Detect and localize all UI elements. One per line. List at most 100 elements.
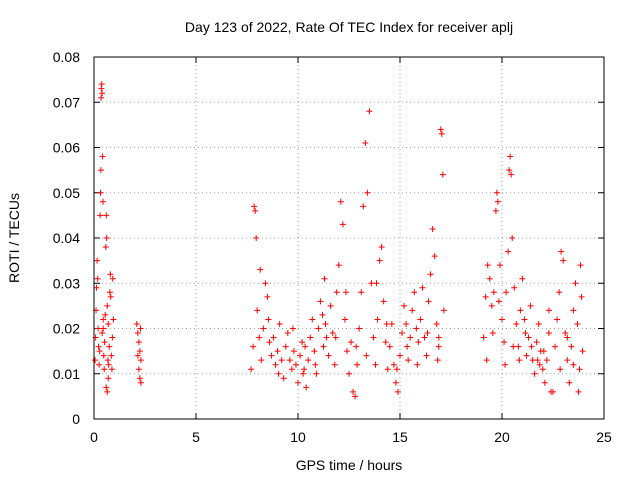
data-point [99, 90, 106, 97]
data-point [106, 289, 113, 296]
data-point [376, 257, 383, 264]
data-point [303, 384, 310, 391]
data-point [137, 379, 144, 386]
data-point [100, 316, 107, 323]
data-point [104, 388, 111, 395]
data-point [325, 352, 332, 359]
data-point [401, 302, 408, 309]
data-point [103, 235, 110, 241]
data-point [348, 339, 355, 346]
data-point [97, 167, 104, 174]
data-point [378, 244, 385, 251]
data-point [372, 361, 379, 368]
data-point [370, 334, 377, 341]
data-point [550, 388, 556, 395]
data-point [388, 320, 395, 327]
data-point [560, 257, 567, 264]
data-point [96, 361, 103, 368]
data-point [502, 361, 509, 368]
data-point [435, 334, 442, 341]
data-point [96, 348, 103, 355]
data-point [278, 357, 285, 364]
data-point [300, 370, 307, 377]
data-point [353, 343, 360, 350]
data-point [554, 316, 561, 323]
data-point [301, 366, 308, 373]
data-point [331, 361, 338, 368]
data-point [104, 302, 111, 309]
data-point [505, 248, 512, 255]
data-point [545, 307, 552, 314]
data-point [511, 284, 518, 291]
data-point [102, 244, 109, 251]
data-point [368, 280, 375, 287]
data-point [579, 348, 586, 355]
data-point [290, 348, 297, 355]
data-point [577, 262, 584, 269]
data-point [488, 302, 495, 309]
data-point [535, 320, 542, 327]
data-point [509, 235, 516, 241]
data-point [309, 316, 316, 323]
y-tick-label: 0.04 [53, 230, 80, 246]
data-point [109, 334, 116, 341]
data-point [382, 339, 389, 346]
data-point [407, 334, 414, 341]
data-point [492, 207, 499, 214]
data-point [99, 153, 106, 160]
data-point [503, 289, 510, 296]
data-point [134, 330, 141, 337]
data-point [393, 366, 400, 373]
data-point [574, 320, 581, 327]
data-point [257, 266, 264, 273]
data-point [302, 343, 309, 350]
data-point [358, 289, 365, 296]
data-point [256, 334, 263, 341]
data-point [333, 289, 340, 296]
data-point [570, 307, 577, 314]
data-point [390, 361, 397, 368]
x-tick-label: 20 [494, 429, 510, 445]
data-point [414, 361, 421, 368]
data-point [486, 275, 493, 282]
data-point [346, 370, 352, 377]
data-point [342, 289, 349, 296]
data-point [354, 361, 361, 368]
data-point [490, 289, 497, 296]
data-point [276, 320, 283, 327]
y-tick-label: 0 [72, 411, 80, 427]
data-point [419, 284, 426, 291]
x-tick-label: 10 [290, 429, 306, 445]
data-point [423, 352, 430, 359]
y-tick-label: 0.01 [53, 366, 80, 382]
data-point [516, 357, 523, 364]
data-point [495, 298, 502, 305]
data-point [268, 352, 275, 359]
data-point [307, 334, 314, 341]
data-point [494, 198, 501, 205]
x-tick-label: 15 [392, 429, 408, 445]
data-point [522, 330, 529, 337]
plot-frame [93, 56, 605, 420]
data-point [523, 352, 530, 359]
data-point [572, 280, 579, 287]
x-tick-label: 0 [90, 429, 98, 445]
data-point [566, 379, 573, 386]
data-point [105, 361, 112, 368]
y-tick-label: 0.03 [53, 275, 80, 291]
data-point [392, 379, 399, 386]
data-point [288, 366, 295, 373]
y-tick-label: 0.07 [53, 94, 80, 110]
data-point [105, 375, 112, 382]
data-point [289, 325, 296, 332]
data-point [515, 343, 522, 350]
data-point [248, 366, 255, 373]
data-point [100, 352, 107, 359]
data-point [403, 320, 410, 327]
data-point [380, 298, 387, 305]
data-point [543, 357, 550, 364]
data-point [350, 388, 357, 395]
data-point [137, 357, 144, 364]
data-point [136, 348, 143, 355]
data-point [493, 189, 500, 196]
